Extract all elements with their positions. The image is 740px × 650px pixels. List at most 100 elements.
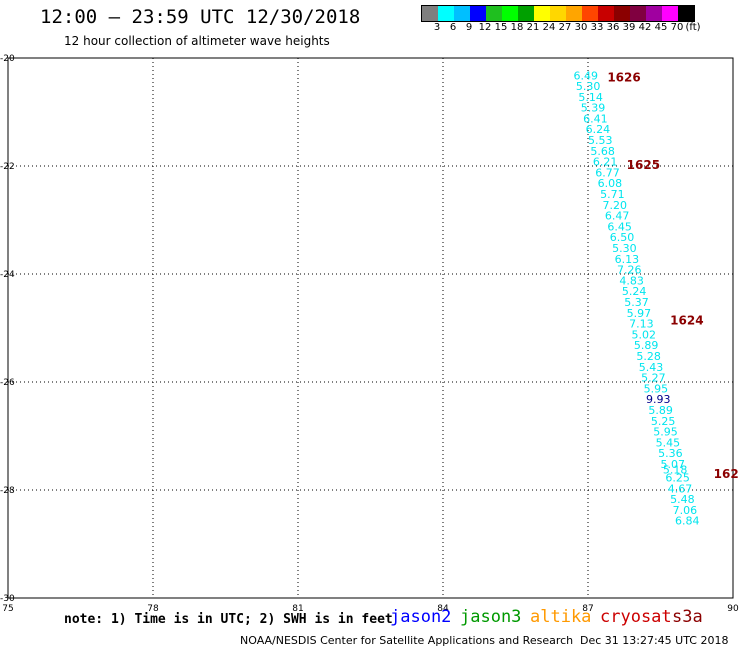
wave-height-track: 6.495.305.145.396.416.245.535.686.216.77… [574, 70, 700, 528]
map-frame [7, 57, 734, 599]
colorbar-label: 12 [478, 22, 492, 33]
wave-height-value: 4.67 [668, 482, 693, 495]
colorbar-label: 39 [622, 22, 636, 33]
legend-satellite-jason3: jason3 [460, 607, 522, 627]
colorbar-label: 21 [526, 22, 540, 33]
wave-height-value: 5.28 [636, 350, 661, 363]
colorbar-labels: 3 6 9 12 15 18 21 24 27 30 33 36 39 42 45 70 (ft) [421, 22, 740, 34]
wave-height-value: 6.08 [598, 177, 623, 190]
colorbar-label: 27 [558, 22, 572, 33]
wave-height-value: 5.25 [651, 415, 676, 428]
legend-satellite-cryosat: cryosat [600, 607, 672, 627]
legend-note: note: 1) Time is in UTC; 2) SWH is in fe… [64, 612, 393, 627]
colorbar-label: 15 [494, 22, 508, 33]
wave-height-value: 5.95 [644, 382, 669, 395]
wave-height-value: 5.30 [612, 242, 637, 255]
wave-height-value: 5.43 [639, 361, 664, 374]
colorbar-label: 18 [510, 22, 524, 33]
wave-height-value: 5.36 [658, 447, 683, 460]
colorbar-cell [438, 6, 454, 21]
colorbar-label: 30 [574, 22, 588, 33]
wave-height-value: 6.21 [593, 156, 618, 169]
wave-height-value: 5.89 [634, 339, 659, 352]
y-tick-label: -24 [0, 270, 15, 280]
colorbar-cell [566, 6, 582, 21]
colorbar-cell [534, 6, 550, 21]
wave-height-value: 5.48 [670, 493, 695, 506]
colorbar-cell [518, 6, 534, 21]
colorbar-cell [598, 6, 614, 21]
x-tick-label: 75 [2, 604, 13, 614]
colorbar-cell [502, 6, 518, 21]
colorbar-cell [662, 6, 678, 21]
y-tick-label: -28 [0, 486, 15, 496]
colorbar-cell [630, 6, 646, 21]
legend-satellite-s3a: s3a [672, 607, 703, 627]
wave-height-value: 5.39 [581, 102, 606, 115]
wave-height-value: 5.45 [656, 436, 681, 449]
colorbar-label: 36 [606, 22, 620, 33]
colorbar-label: 6 [449, 22, 457, 33]
y-tick-label: -26 [0, 378, 15, 388]
wave-height-value: 6.49 [574, 70, 599, 83]
map-grid [8, 58, 733, 598]
y-tick-label: -22 [0, 162, 15, 172]
y-tick-label: -30 [0, 594, 15, 604]
legend-satellite-jason2: jason2 [390, 607, 452, 627]
x-tick-label: 84 [437, 604, 449, 614]
wave-height-value: 5.18 [663, 463, 688, 476]
legend-satellite-altika: altika [530, 607, 592, 627]
colorbar-cell [454, 6, 470, 21]
colorbar-label: 70 [670, 22, 684, 33]
pass-time-label: 1625 [627, 158, 660, 172]
wave-height-value: 5.02 [632, 328, 657, 341]
wave-height-value: 9.93 [646, 393, 671, 406]
wave-height-value: 6.45 [607, 220, 632, 233]
pass-time-label: 162 [714, 467, 739, 481]
map-title: 12:00 – 23:59 UTC 12/30/2018 [40, 6, 361, 28]
wave-height-value: 5.07 [661, 458, 686, 471]
pass-time-label: 1626 [607, 71, 640, 85]
x-tick-label: 81 [292, 604, 303, 614]
wave-height-value: 5.30 [576, 80, 601, 93]
colorbar-cell [614, 6, 630, 21]
x-tick-label: 78 [147, 604, 159, 614]
wave-height-value: 5.71 [600, 188, 625, 201]
footer-credit: NOAA/NESDIS Center for Satellite Applica… [240, 634, 574, 647]
colorbar-cell [470, 6, 486, 21]
wave-height-colorbar [421, 5, 695, 22]
colorbar-cell [646, 6, 662, 21]
colorbar-label: 33 [590, 22, 604, 33]
x-tick-label: 87 [582, 604, 593, 614]
wave-height-value: 6.24 [586, 123, 611, 136]
wave-height-value: 5.97 [627, 307, 652, 320]
wave-height-value: 5.37 [624, 296, 649, 309]
wave-height-value: 6.84 [675, 515, 700, 528]
colorbar-label: (ft) [685, 22, 701, 33]
wave-height-value: 5.95 [653, 426, 678, 439]
colorbar-cell [550, 6, 566, 21]
colorbar-cell [422, 6, 438, 21]
wave-height-value: 6.50 [610, 231, 635, 244]
wave-height-value: 7.13 [629, 318, 654, 331]
wave-height-value: 6.47 [605, 210, 630, 223]
wave-height-value: 7.26 [617, 264, 642, 277]
colorbar-label: 9 [465, 22, 473, 33]
wave-height-value: 6.77 [595, 166, 620, 179]
wave-height-value: 5.24 [622, 285, 647, 298]
wave-height-value: 5.53 [588, 134, 613, 147]
colorbar-label: 45 [654, 22, 668, 33]
wave-height-value: 6.13 [615, 253, 640, 266]
wave-height-value: 7.06 [673, 504, 698, 517]
colorbar-label: 3 [433, 22, 441, 33]
map-subtitle: 12 hour collection of altimeter wave hei… [64, 34, 330, 48]
y-tick-label: -20 [0, 54, 15, 64]
wave-height-value: 5.27 [641, 372, 666, 385]
wave-height-value: 5.68 [590, 145, 615, 158]
map-ticks: 75 78 81 84 87 90 -20 -22 -24 -26 -28 -30 [0, 54, 739, 614]
footer-timestamp: Dec 31 13:27:45 UTC 2018 [580, 634, 729, 647]
wave-height-value: 6.41 [583, 112, 608, 125]
time-labels: 1626 1625 1624 162 [607, 71, 738, 481]
x-tick-label: 90 [727, 604, 739, 614]
wave-height-value: 4.83 [619, 274, 644, 287]
